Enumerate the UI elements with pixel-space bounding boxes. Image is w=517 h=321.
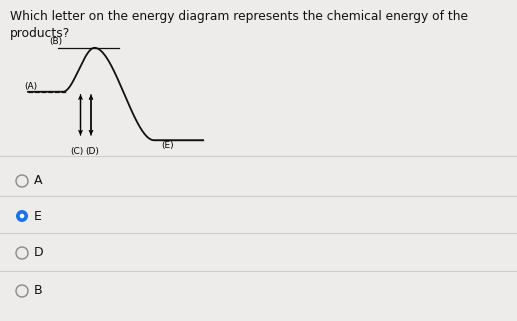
Text: (C): (C) <box>70 147 83 156</box>
Text: D: D <box>34 247 43 259</box>
Text: (A): (A) <box>24 82 38 91</box>
Text: Which letter on the energy diagram represents the chemical energy of the: Which letter on the energy diagram repre… <box>10 10 468 23</box>
Text: B: B <box>34 284 42 298</box>
Text: (E): (E) <box>161 141 174 150</box>
Text: (B): (B) <box>49 37 62 46</box>
Circle shape <box>16 210 28 222</box>
Text: (D): (D) <box>86 147 100 156</box>
Text: E: E <box>34 210 42 222</box>
Circle shape <box>20 214 24 218</box>
Text: products?: products? <box>10 27 70 40</box>
Text: A: A <box>34 175 42 187</box>
